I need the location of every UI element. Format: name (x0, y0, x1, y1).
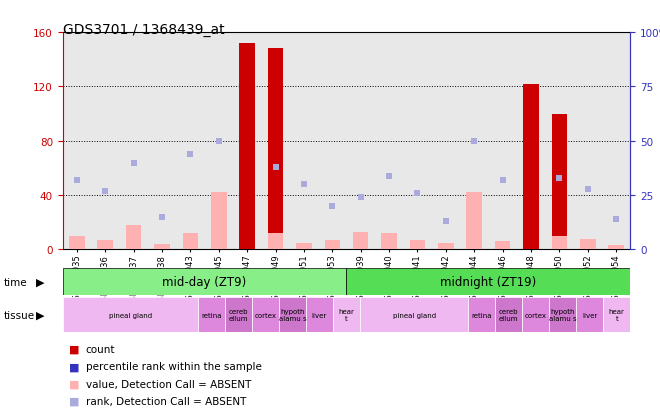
Bar (603, 297, 630, 332)
Point (185, 151, 195, 158)
Bar (69, 236, 84, 250)
Text: ■: ■ (69, 396, 80, 406)
Text: value, Detection Call = ABSENT: value, Detection Call = ABSENT (86, 379, 251, 389)
Bar (576, 297, 603, 332)
Bar (468, 297, 495, 332)
Bar (467, 193, 482, 250)
Point (270, 164, 280, 171)
Bar (306, 297, 333, 332)
Point (582, 186, 593, 192)
Point (469, 138, 479, 145)
Text: count: count (86, 344, 115, 354)
Bar (495, 242, 510, 250)
Bar (325, 240, 340, 250)
Text: hypoth
alamu s: hypoth alamu s (549, 309, 577, 321)
Bar (240, 44, 255, 250)
Text: ■: ■ (69, 379, 80, 389)
Bar (211, 193, 226, 250)
Point (213, 138, 224, 145)
Point (128, 160, 139, 166)
Point (383, 173, 394, 179)
Point (355, 195, 366, 201)
Bar (279, 297, 306, 332)
Bar (63, 268, 346, 295)
Text: ▶: ▶ (36, 310, 45, 320)
Bar (268, 234, 283, 250)
Point (100, 188, 111, 195)
Text: pineal gland: pineal gland (109, 312, 152, 318)
Bar (495, 297, 522, 332)
Bar (126, 225, 141, 250)
Point (298, 182, 309, 188)
Bar (381, 234, 397, 250)
Bar (333, 297, 360, 332)
Bar (154, 244, 170, 250)
Point (327, 203, 337, 210)
Bar (549, 297, 576, 332)
Text: retina: retina (201, 312, 222, 318)
Point (412, 190, 422, 197)
Bar (522, 297, 549, 332)
Bar (268, 49, 283, 250)
Text: time: time (3, 277, 27, 287)
Text: rank, Detection Call = ABSENT: rank, Detection Call = ABSENT (86, 396, 246, 406)
Bar (198, 297, 225, 332)
Bar (410, 240, 425, 250)
Text: midnight (ZT19): midnight (ZT19) (440, 275, 537, 288)
Text: retina: retina (471, 312, 492, 318)
Bar (183, 234, 198, 250)
Bar (552, 114, 567, 250)
Bar (438, 243, 453, 250)
Text: cereb
ellum: cereb ellum (499, 309, 518, 321)
Text: cortex: cortex (525, 312, 546, 318)
Bar (360, 297, 468, 332)
Point (72, 177, 82, 184)
Text: hypoth
alamu s: hypoth alamu s (279, 309, 306, 321)
Point (440, 218, 451, 225)
Text: ▶: ▶ (36, 277, 45, 287)
Bar (296, 243, 312, 250)
Point (156, 214, 167, 221)
Text: GDS3701 / 1368439_at: GDS3701 / 1368439_at (63, 23, 224, 37)
Bar (353, 232, 368, 250)
Text: cortex: cortex (254, 312, 277, 318)
Bar (580, 239, 595, 250)
Text: liver: liver (312, 312, 327, 318)
Text: pineal gland: pineal gland (393, 312, 436, 318)
Bar (225, 297, 252, 332)
Point (554, 4, 564, 10)
Text: mid-day (ZT9): mid-day (ZT9) (162, 275, 247, 288)
Point (610, 216, 621, 223)
Bar (523, 85, 539, 250)
Bar (98, 240, 113, 250)
Point (497, 177, 508, 184)
Bar (252, 297, 279, 332)
Bar (346, 268, 630, 295)
Text: ■: ■ (69, 361, 80, 371)
Text: liver: liver (582, 312, 597, 318)
Bar (552, 236, 567, 250)
Text: hear
t: hear t (609, 309, 625, 321)
Bar (63, 297, 198, 332)
Text: ■: ■ (69, 344, 80, 354)
Text: hear
t: hear t (339, 309, 354, 321)
Bar (609, 246, 624, 250)
Text: percentile rank within the sample: percentile rank within the sample (86, 361, 261, 371)
Point (554, 175, 564, 182)
Text: cereb
ellum: cereb ellum (228, 309, 248, 321)
Text: tissue: tissue (3, 310, 34, 320)
